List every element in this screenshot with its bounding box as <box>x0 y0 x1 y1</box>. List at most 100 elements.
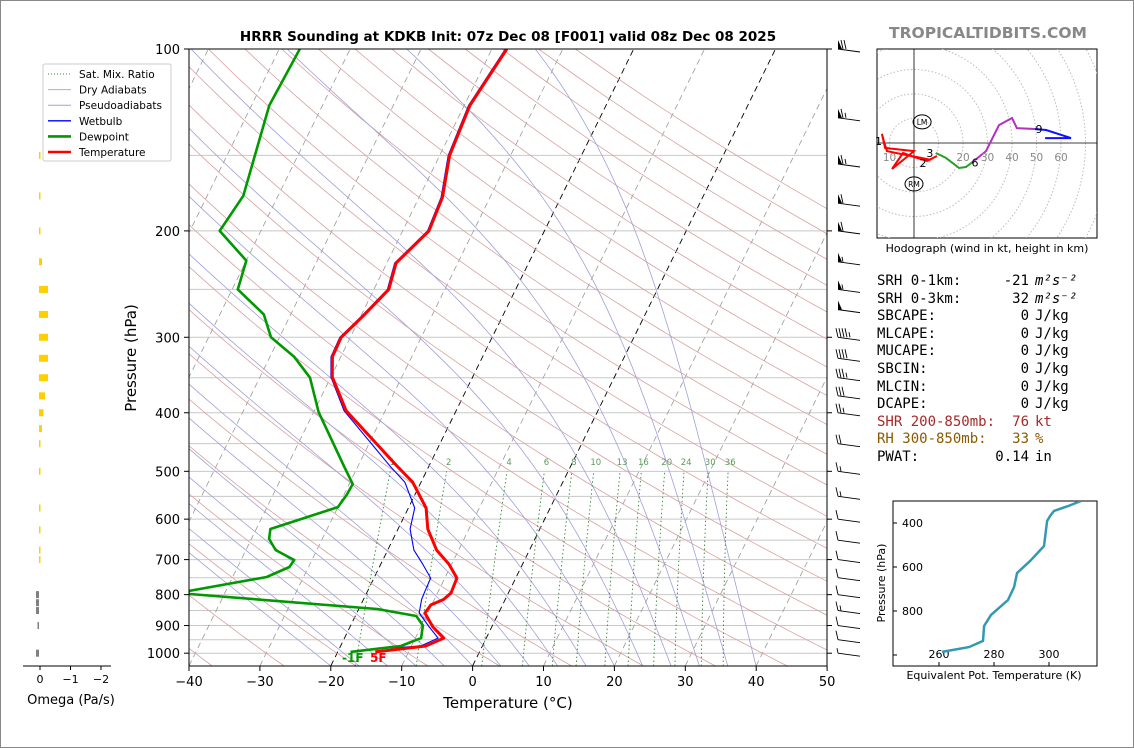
barb-flag <box>840 154 844 165</box>
thetae-ylabel: Pressure (hPa) <box>875 544 888 623</box>
barb-half <box>844 112 847 118</box>
sounding-indices: SRH 0-1km: -21 m²s⁻² SRH 0-3km: 32 m²s⁻² SBCAP… <box>877 273 1107 467</box>
hodo-ring-label: 30 <box>981 152 994 164</box>
omega-bar <box>39 556 41 564</box>
isotherm <box>189 49 280 234</box>
index-unit: m²s⁻² <box>1035 290 1078 307</box>
y-tick-label: 200 <box>155 225 180 240</box>
omega-tick-label: 0 <box>37 673 44 686</box>
barb-staff <box>837 594 861 599</box>
barb-half <box>841 256 844 262</box>
omega-bar <box>39 151 41 159</box>
index-row: SRH 0-1km: -21 m²s⁻² <box>877 273 1107 291</box>
omega-bar <box>39 258 42 266</box>
index-row: DCAPE: 0 J/kg <box>877 396 1107 414</box>
dry-adiabat <box>189 143 827 582</box>
isotherm <box>684 376 827 666</box>
omega-tick-label: −1 <box>62 673 78 686</box>
isotherm <box>189 49 493 666</box>
isotherm <box>543 87 827 666</box>
index-value: 0 <box>1020 343 1029 360</box>
isotherm <box>755 520 827 666</box>
dry-adiabat <box>208 49 827 486</box>
dry-adiabat <box>281 49 827 426</box>
index-row: SRH 0-3km: 32 m²s⁻² <box>877 291 1107 309</box>
y-tick-label: 700 <box>155 554 180 569</box>
hodo-ring-label: 10 <box>883 152 896 164</box>
mixing-ratio-label: 4 <box>506 458 511 468</box>
index-value: 0 <box>1020 308 1029 325</box>
wind-barb <box>835 403 861 417</box>
barb-staff <box>837 518 861 523</box>
thetae-ytick-label: 400 <box>902 517 923 530</box>
mixing-ratio-label: 13 <box>617 458 628 468</box>
barb-half <box>839 491 842 497</box>
barb-half <box>841 284 844 290</box>
pseudoadiabat <box>190 49 672 666</box>
index-label: DCAPE: <box>877 396 928 413</box>
omega-bar <box>39 374 48 382</box>
y-tick-label: 1000 <box>147 647 180 662</box>
index-value: 0 <box>1020 396 1029 413</box>
pseudoadiabat <box>406 49 729 666</box>
omega-bar <box>39 504 41 512</box>
barb-staff <box>837 48 861 53</box>
hodograph: 10 20 30 40 50 60 1 23 6 9 LM RM <box>875 48 1098 239</box>
index-label: RH 300-850mb: <box>877 431 987 448</box>
barb-staff <box>837 288 861 293</box>
barb-pennant <box>838 194 842 204</box>
hodo-segment <box>1034 128 1072 140</box>
mixing-ratio-label: 2 <box>446 458 451 468</box>
index-label: SRH 0-1km: <box>877 273 962 289</box>
thetae-ytick-label: 800 <box>902 605 923 618</box>
pseudoadiabat <box>189 448 445 666</box>
wind-barb <box>835 349 861 362</box>
hodo-segment <box>935 152 975 170</box>
dry-adiabat <box>189 594 285 666</box>
barb-flag <box>840 221 844 231</box>
hodograph-grid <box>877 49 1097 238</box>
legend-item: Dewpoint <box>79 131 129 143</box>
thetae-ytick-label: 600 <box>902 561 923 574</box>
x-tick-label: −30 <box>246 675 273 690</box>
thetae-xtick-label: 300 <box>1039 648 1060 661</box>
hodograph-caption: Hodograph (wind in kt, height in km) <box>886 242 1089 255</box>
barb-flag <box>835 462 839 472</box>
barb-flag <box>835 403 839 413</box>
index-unit: m²s⁻² <box>1035 273 1078 289</box>
wind-barb <box>837 280 861 293</box>
hodo-height-label: 3 <box>926 147 933 160</box>
barb-flag <box>835 585 839 595</box>
mixing-ratio-label: 36 <box>725 458 736 468</box>
barb-half <box>842 407 845 413</box>
dry-adiabat <box>428 49 827 313</box>
index-label: SBCIN: <box>877 360 928 377</box>
x-tick-label: 10 <box>535 675 552 690</box>
index-unit: J/kg <box>1035 308 1069 325</box>
mixing-ratio-line <box>700 471 709 666</box>
wind-barb <box>835 487 861 500</box>
index-row: MUCAPE: 0 J/kg <box>877 343 1107 361</box>
mixing-ratio-label: 16 <box>638 458 649 468</box>
legend-item: Sat. Mix. Ratio <box>79 69 155 81</box>
mixing-ratio-line <box>653 471 666 666</box>
chart-title: HRRR Sounding at KDKB Init: 07z Dec 08 [… <box>240 29 776 45</box>
y-tick-label: 300 <box>155 331 180 346</box>
hodo-ring-label: 60 <box>1054 152 1067 164</box>
barb-flag <box>841 368 845 378</box>
mixing-ratio-label: 6 <box>544 458 549 468</box>
barb-pennant <box>838 280 842 290</box>
dry-adiabat <box>189 353 644 666</box>
pseudoadiabat <box>189 127 644 666</box>
mixing-ratio-line <box>415 471 448 666</box>
dry-adiabat <box>354 49 827 368</box>
omega-bar <box>39 425 42 433</box>
hodo-segment <box>880 133 938 170</box>
x-tick-label: −10 <box>388 675 415 690</box>
barb-flag <box>838 403 842 413</box>
hodo-segment <box>973 116 1036 162</box>
storm-motion-marker <box>912 114 932 130</box>
storm-motion-marker <box>904 176 924 192</box>
omega-bar <box>39 192 41 200</box>
